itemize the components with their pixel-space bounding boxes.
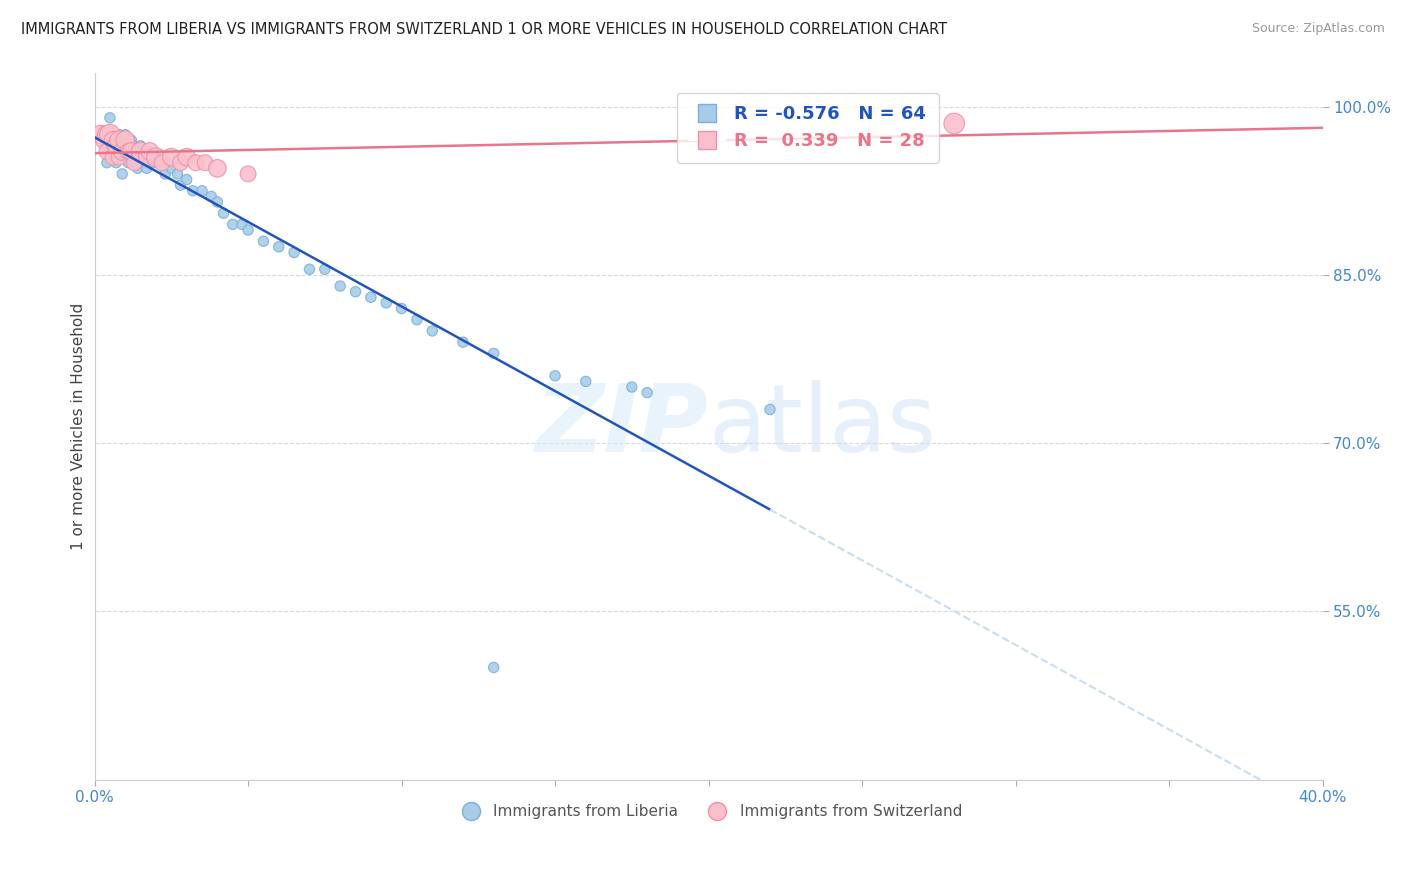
Point bbox=[344, 285, 367, 299]
Point bbox=[620, 380, 643, 394]
Point bbox=[98, 128, 121, 142]
Point bbox=[391, 301, 413, 316]
Point bbox=[169, 178, 191, 193]
Point bbox=[114, 133, 136, 147]
Point bbox=[142, 155, 165, 169]
Point bbox=[222, 218, 245, 232]
Point bbox=[108, 128, 131, 142]
Point bbox=[111, 139, 134, 153]
Point bbox=[108, 150, 131, 164]
Point bbox=[124, 139, 146, 153]
Point bbox=[200, 189, 222, 203]
Point bbox=[482, 346, 505, 360]
Point bbox=[111, 167, 134, 181]
Point bbox=[176, 150, 198, 164]
Point bbox=[117, 139, 139, 153]
Point bbox=[212, 206, 235, 220]
Point bbox=[252, 234, 274, 248]
Point bbox=[98, 111, 121, 125]
Text: Source: ZipAtlas.com: Source: ZipAtlas.com bbox=[1251, 22, 1385, 36]
Point bbox=[451, 335, 474, 350]
Point bbox=[283, 245, 305, 260]
Point bbox=[406, 312, 429, 326]
Point bbox=[166, 167, 188, 181]
Y-axis label: 1 or more Vehicles in Household: 1 or more Vehicles in Household bbox=[72, 302, 86, 549]
Point bbox=[135, 150, 157, 164]
Point bbox=[153, 167, 176, 181]
Point bbox=[360, 290, 382, 304]
Point bbox=[267, 240, 290, 254]
Point bbox=[420, 324, 443, 338]
Point bbox=[96, 128, 118, 142]
Point bbox=[145, 150, 167, 164]
Point bbox=[329, 279, 352, 293]
Text: ZIP: ZIP bbox=[536, 380, 709, 472]
Point bbox=[98, 133, 121, 147]
Point bbox=[759, 402, 782, 417]
Point bbox=[120, 145, 142, 159]
Point bbox=[160, 161, 183, 176]
Point bbox=[127, 161, 149, 176]
Point bbox=[207, 194, 229, 209]
Point bbox=[544, 368, 567, 383]
Point bbox=[139, 145, 162, 159]
Point bbox=[575, 375, 598, 389]
Point bbox=[108, 145, 131, 159]
Point bbox=[101, 150, 124, 164]
Point bbox=[169, 155, 191, 169]
Point bbox=[231, 218, 253, 232]
Point bbox=[120, 150, 142, 164]
Point bbox=[114, 145, 136, 159]
Point bbox=[105, 155, 128, 169]
Point bbox=[120, 133, 142, 147]
Point bbox=[101, 145, 124, 159]
Point bbox=[129, 145, 152, 159]
Point bbox=[101, 128, 124, 142]
Point bbox=[111, 145, 134, 159]
Point bbox=[135, 161, 157, 176]
Point bbox=[176, 172, 198, 186]
Point bbox=[298, 262, 321, 277]
Point bbox=[90, 128, 112, 142]
Point bbox=[132, 150, 155, 164]
Text: atlas: atlas bbox=[709, 380, 936, 472]
Point bbox=[117, 145, 139, 159]
Point bbox=[96, 128, 118, 142]
Point bbox=[101, 133, 124, 147]
Point bbox=[482, 660, 505, 674]
Point bbox=[124, 155, 146, 169]
Point bbox=[129, 155, 152, 169]
Point bbox=[127, 145, 149, 159]
Point bbox=[96, 145, 118, 159]
Point bbox=[181, 184, 204, 198]
Point bbox=[105, 139, 128, 153]
Point bbox=[636, 385, 658, 400]
Point bbox=[207, 161, 229, 176]
Point bbox=[375, 296, 398, 310]
Point bbox=[105, 133, 128, 147]
Point bbox=[236, 223, 259, 237]
Legend: Immigrants from Liberia, Immigrants from Switzerland: Immigrants from Liberia, Immigrants from… bbox=[449, 797, 967, 825]
Point bbox=[314, 262, 336, 277]
Point bbox=[194, 155, 217, 169]
Point bbox=[145, 150, 167, 164]
Point bbox=[129, 139, 152, 153]
Point bbox=[191, 184, 214, 198]
Point bbox=[160, 150, 183, 164]
Point bbox=[124, 155, 146, 169]
Point bbox=[150, 155, 173, 169]
Point bbox=[236, 167, 259, 181]
Point bbox=[111, 150, 134, 164]
Point bbox=[184, 155, 207, 169]
Point bbox=[114, 128, 136, 142]
Point bbox=[139, 145, 162, 159]
Point bbox=[150, 155, 173, 169]
Point bbox=[93, 133, 115, 147]
Text: IMMIGRANTS FROM LIBERIA VS IMMIGRANTS FROM SWITZERLAND 1 OR MORE VEHICLES IN HOU: IMMIGRANTS FROM LIBERIA VS IMMIGRANTS FR… bbox=[21, 22, 948, 37]
Point bbox=[943, 116, 966, 130]
Point bbox=[108, 133, 131, 147]
Point bbox=[117, 155, 139, 169]
Point bbox=[96, 155, 118, 169]
